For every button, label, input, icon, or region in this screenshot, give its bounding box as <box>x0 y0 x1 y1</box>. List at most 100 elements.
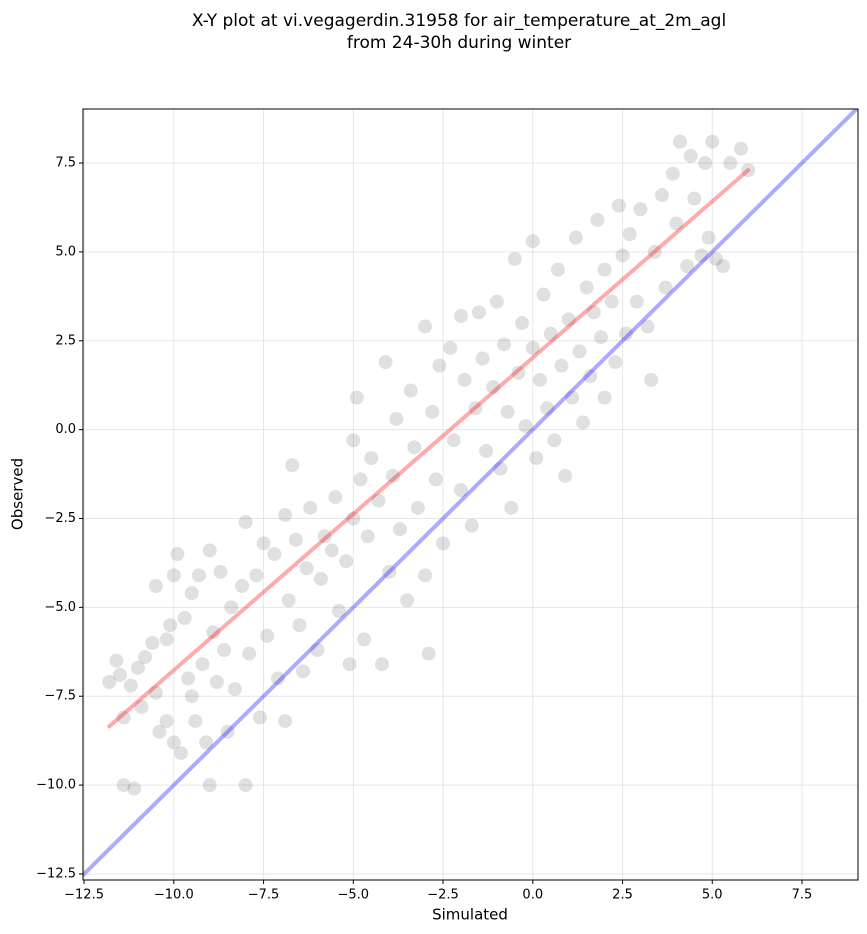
scatter-point <box>206 625 221 640</box>
scatter-point <box>493 461 508 476</box>
scatter-point <box>360 529 375 544</box>
scatter-point <box>400 593 415 608</box>
scatter-point <box>705 134 720 149</box>
grid <box>83 109 858 880</box>
scatter-point <box>672 134 687 149</box>
scatter-point <box>202 778 217 793</box>
scatter-point <box>622 227 637 242</box>
scatter-point <box>425 404 440 419</box>
scatter-point <box>486 379 501 394</box>
scatter-point <box>313 571 328 586</box>
scatter-point <box>109 653 124 668</box>
scatter-point <box>629 294 644 309</box>
scatter-point <box>278 714 293 729</box>
scatter-point <box>353 472 368 487</box>
x-tick-label: −10.0 <box>154 888 194 903</box>
scatter-point <box>475 351 490 366</box>
x-tick-label: 5.0 <box>702 888 723 903</box>
scatter-point <box>371 493 386 508</box>
scatter-point <box>267 547 282 562</box>
scatter-point <box>576 415 591 430</box>
scatter-point <box>217 643 232 658</box>
scatter-point <box>346 433 361 448</box>
scatter-point <box>328 490 343 505</box>
scatter-point <box>543 326 558 341</box>
x-axis-label: Simulated <box>432 906 508 924</box>
scatter-point <box>260 628 275 643</box>
scatter-point <box>184 586 199 601</box>
scatter-point <box>529 451 544 466</box>
scatter-point <box>296 664 311 679</box>
scatter-point <box>446 433 461 448</box>
scatter-point <box>392 522 407 537</box>
scatter-point <box>640 319 655 334</box>
scatter-point <box>209 675 224 690</box>
scatter-point <box>525 340 540 355</box>
y-tick-label: 0.0 <box>55 422 76 437</box>
scatter-point <box>586 305 601 320</box>
ticks: −12.5 −10.0 −7.5 −5.0 −2.5 0.0 2.5 5.0 7.5 −12.5 −… <box>36 156 812 903</box>
scatter-point <box>554 358 569 373</box>
scatter-point <box>597 262 612 277</box>
scatter-point <box>407 440 422 455</box>
scatter-point <box>468 401 483 416</box>
scatter-point <box>471 305 486 320</box>
scatter-point <box>421 646 436 661</box>
scatter-point <box>619 326 634 341</box>
scatter-point <box>148 685 163 700</box>
scatter-point <box>317 529 332 544</box>
scatter-point <box>163 618 178 633</box>
x-tick-label: 0.0 <box>522 888 543 903</box>
y-tick-label: 7.5 <box>55 156 76 171</box>
scatter-point <box>701 230 716 245</box>
scatter-point <box>389 411 404 426</box>
scatter-point <box>489 294 504 309</box>
scatter-point <box>432 358 447 373</box>
scatter-point <box>224 600 239 615</box>
scatter-point <box>346 511 361 526</box>
x-tick-label: 7.5 <box>792 888 813 903</box>
scatter-point <box>687 191 702 206</box>
scatter-point <box>568 230 583 245</box>
scatter-point <box>184 689 199 704</box>
scatter-point <box>593 330 608 345</box>
scatter-point <box>550 262 565 277</box>
scatter-point <box>199 735 214 750</box>
scatter-point <box>227 682 242 697</box>
scatter-point <box>604 294 619 309</box>
scatter-point <box>375 657 390 672</box>
scatter-point <box>116 710 131 725</box>
scatter-point <box>127 781 142 796</box>
x-tick-label: 2.5 <box>612 888 633 903</box>
scatter-point <box>669 216 684 231</box>
scatter-point <box>497 337 512 352</box>
x-tick-label: −5.0 <box>338 888 370 903</box>
scatter-point <box>138 650 153 665</box>
scatter-point <box>102 675 117 690</box>
scatter-point <box>683 148 698 163</box>
scatter-point <box>608 355 623 370</box>
scatter-point <box>364 451 379 466</box>
scatter-point <box>112 667 127 682</box>
scatter-point <box>536 287 551 302</box>
scatter-point <box>299 561 314 576</box>
scatter-point <box>378 355 393 370</box>
scatter-point <box>202 543 217 558</box>
scatter-point <box>166 735 181 750</box>
scatter-point <box>145 635 160 650</box>
scatter-point <box>238 778 253 793</box>
scatter-point <box>500 404 515 419</box>
scatter-point <box>270 671 285 686</box>
scatter-point <box>518 419 533 434</box>
scatter-point <box>515 315 530 330</box>
scatter-point <box>339 554 354 569</box>
scatter-point <box>403 383 418 398</box>
scatter-point <box>590 212 605 227</box>
scatter-point <box>525 234 540 249</box>
scatter-point <box>242 646 257 661</box>
scatter-point <box>428 472 443 487</box>
scatter-point <box>457 372 472 387</box>
scatter-point <box>716 259 731 274</box>
y-tick-label: −7.5 <box>44 689 76 704</box>
scatter-point <box>532 372 547 387</box>
